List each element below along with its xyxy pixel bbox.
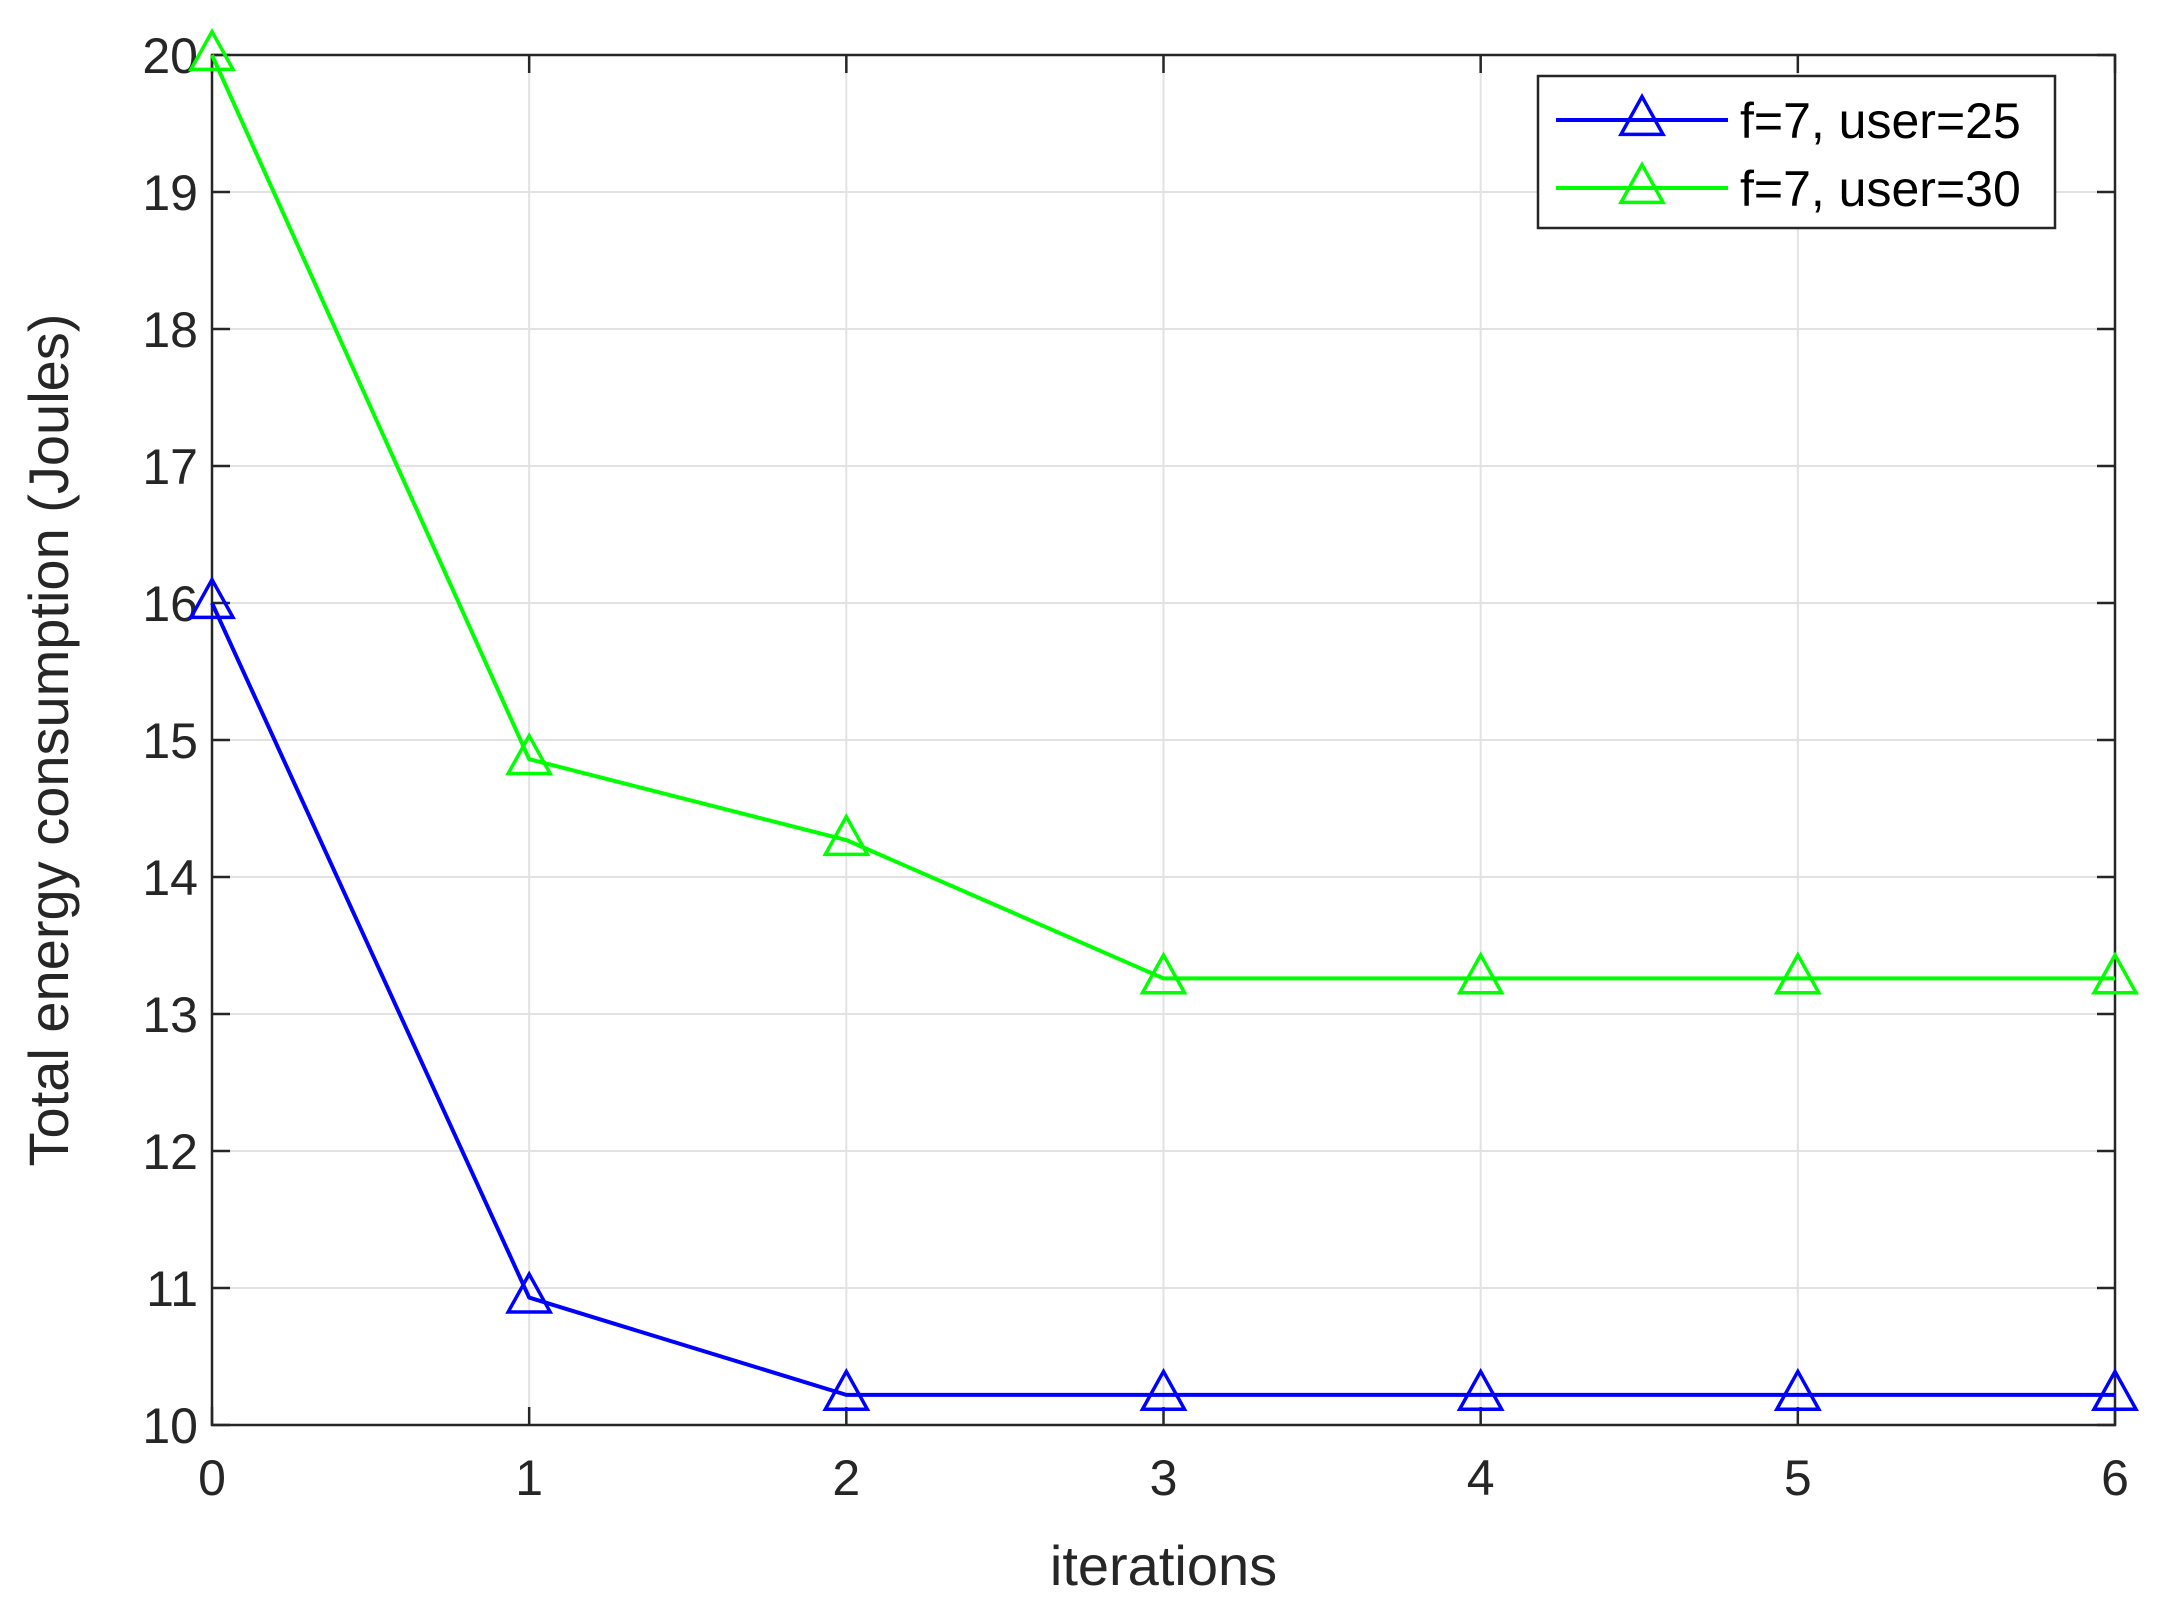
- data-point: [1139, 951, 1188, 995]
- legend-label: f=7, user=25: [1740, 93, 2021, 149]
- data-series: [188, 27, 2139, 1411]
- y-tick-label: 12: [142, 1124, 198, 1180]
- y-tick-label: 13: [142, 987, 198, 1043]
- data-point: [822, 1367, 871, 1411]
- legend-box: [1536, 74, 2057, 230]
- y-axis-label: Total energy consumption (Joules): [17, 314, 80, 1167]
- x-tick-label: 1: [515, 1450, 543, 1506]
- series-line: [210, 54, 2115, 981]
- axis-ticks: [210, 53, 2117, 1427]
- data-point: [822, 812, 871, 857]
- x-tick-label: 4: [1467, 1450, 1495, 1506]
- data-point: [1456, 951, 1505, 995]
- data-point: [2091, 951, 2139, 995]
- legend-item: f=7, user=30: [1556, 160, 2021, 217]
- series-line: [210, 602, 2115, 1397]
- x-axis-tick-labels: 0 1 2 3 4 5 6: [198, 1450, 2129, 1506]
- data-point: [2091, 1367, 2139, 1411]
- legend: f=7, user=25 f=7, user=30: [1536, 74, 2057, 230]
- x-axis-label: iterations: [1050, 1534, 1277, 1597]
- y-tick-label: 16: [142, 576, 198, 632]
- x-tick-label: 0: [198, 1450, 226, 1506]
- y-tick-label: 19: [142, 165, 198, 221]
- y-tick-label: 11: [146, 1261, 198, 1317]
- x-tick-label: 2: [832, 1450, 860, 1506]
- data-point: [188, 575, 236, 620]
- legend-item: f=7, user=25: [1556, 92, 2021, 149]
- y-tick-label: 20: [142, 28, 198, 84]
- y-tick-label: 15: [142, 713, 198, 769]
- y-tick-label: 14: [142, 850, 198, 906]
- series-2: [188, 27, 2139, 995]
- data-point: [188, 27, 236, 72]
- x-tick-label: 5: [1784, 1450, 1812, 1506]
- data-point: [505, 1270, 554, 1314]
- data-point: [1773, 951, 1822, 995]
- y-tick-label: 17: [142, 439, 198, 495]
- y-axis-tick-labels: 10 11 12 13 14 15 16 17 18 19 20: [142, 28, 198, 1454]
- data-point: [1456, 1367, 1505, 1411]
- data-point: [505, 732, 554, 776]
- x-tick-label: 6: [2101, 1450, 2129, 1506]
- data-point: [1773, 1367, 1822, 1411]
- legend-marker: [1618, 160, 1666, 205]
- legend-marker: [1618, 92, 1666, 137]
- series-1: [188, 575, 2139, 1411]
- legend-label: f=7, user=30: [1740, 161, 2021, 217]
- data-point: [1139, 1367, 1188, 1411]
- x-tick-label: 3: [1150, 1450, 1178, 1506]
- y-tick-label: 18: [142, 302, 198, 358]
- y-tick-label: 10: [142, 1398, 198, 1454]
